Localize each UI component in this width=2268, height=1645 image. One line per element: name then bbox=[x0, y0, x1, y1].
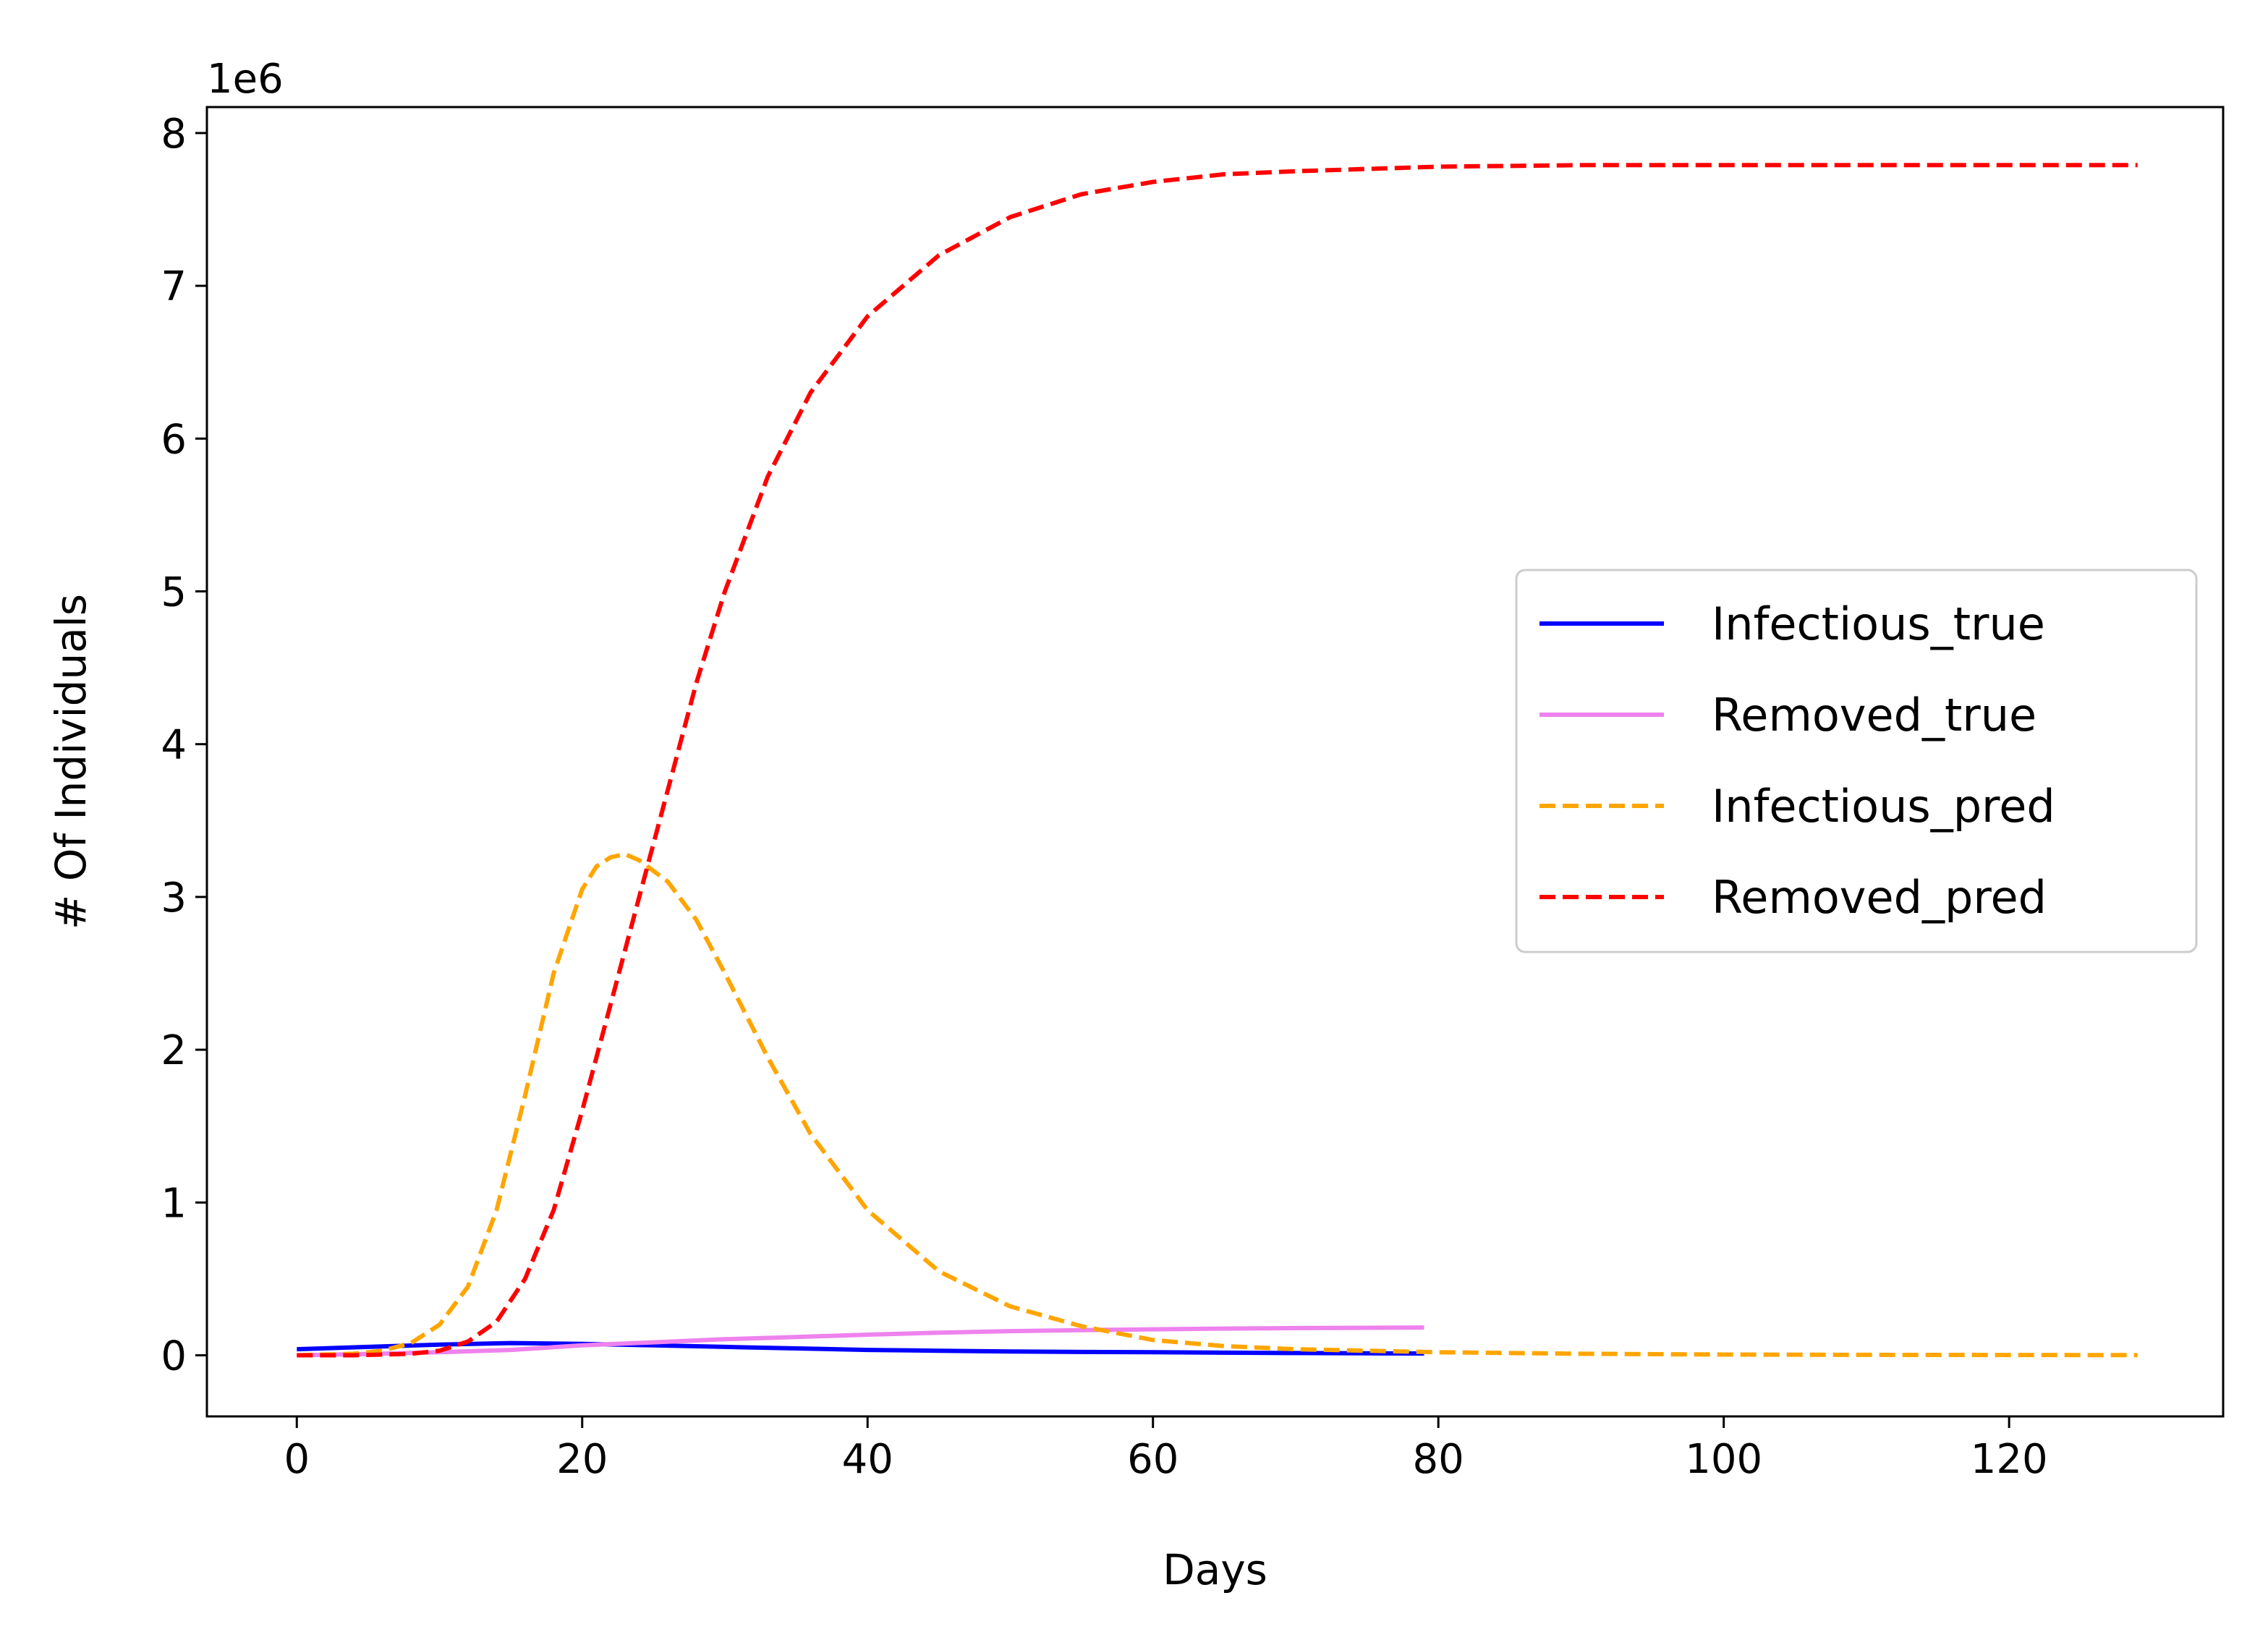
plot-frame bbox=[205, 106, 2225, 1418]
series-line-infectious-pred bbox=[297, 851, 2138, 1358]
y-axis: 0 1 2 3 4 5 6 7 8 bbox=[161, 111, 207, 1380]
x-tick-label: 60 bbox=[1127, 1436, 1178, 1483]
legend-label: Infectious_true bbox=[1712, 598, 2045, 650]
x-axis-label: Days bbox=[1163, 1545, 1267, 1594]
y-tick-label: 5 bbox=[161, 569, 187, 616]
legend-label: Removed_true bbox=[1712, 689, 2036, 741]
legend-label: Removed_pred bbox=[1712, 871, 2047, 924]
x-tick-label: 120 bbox=[1971, 1436, 2048, 1483]
x-tick-label: 80 bbox=[1413, 1436, 1464, 1483]
y-tick-label: 1 bbox=[161, 1180, 187, 1227]
y-axis-label: # Of Individuals bbox=[46, 594, 95, 930]
y-tick-label: 0 bbox=[161, 1333, 187, 1380]
series-line-removed-true bbox=[297, 1325, 1424, 1358]
y-tick-label: 2 bbox=[161, 1027, 187, 1074]
x-tick-label: 20 bbox=[556, 1436, 608, 1483]
x-tick-label: 0 bbox=[284, 1436, 310, 1483]
x-tick-label: 40 bbox=[842, 1436, 893, 1483]
y-tick-label: 4 bbox=[161, 722, 187, 769]
x-axis: 0 20 40 60 80 100 120 bbox=[284, 1416, 2048, 1483]
plot-lines bbox=[297, 163, 2138, 1358]
y-tick-label: 8 bbox=[161, 111, 187, 158]
series-line-infectious-true bbox=[297, 1340, 1424, 1356]
legend-box bbox=[1515, 569, 2198, 953]
legend-label: Infectious_pred bbox=[1712, 780, 2055, 833]
series-line-removed-pred bbox=[297, 163, 2138, 1358]
y-tick-label: 6 bbox=[161, 416, 187, 463]
legend: Infectious_true Removed_true Infectious_pr… bbox=[1515, 569, 2198, 953]
y-tick-label: 7 bbox=[161, 263, 187, 310]
y-tick-label: 3 bbox=[161, 875, 187, 922]
y-offset-text: 1e6 bbox=[207, 56, 284, 103]
x-tick-label: 100 bbox=[1685, 1436, 1762, 1483]
